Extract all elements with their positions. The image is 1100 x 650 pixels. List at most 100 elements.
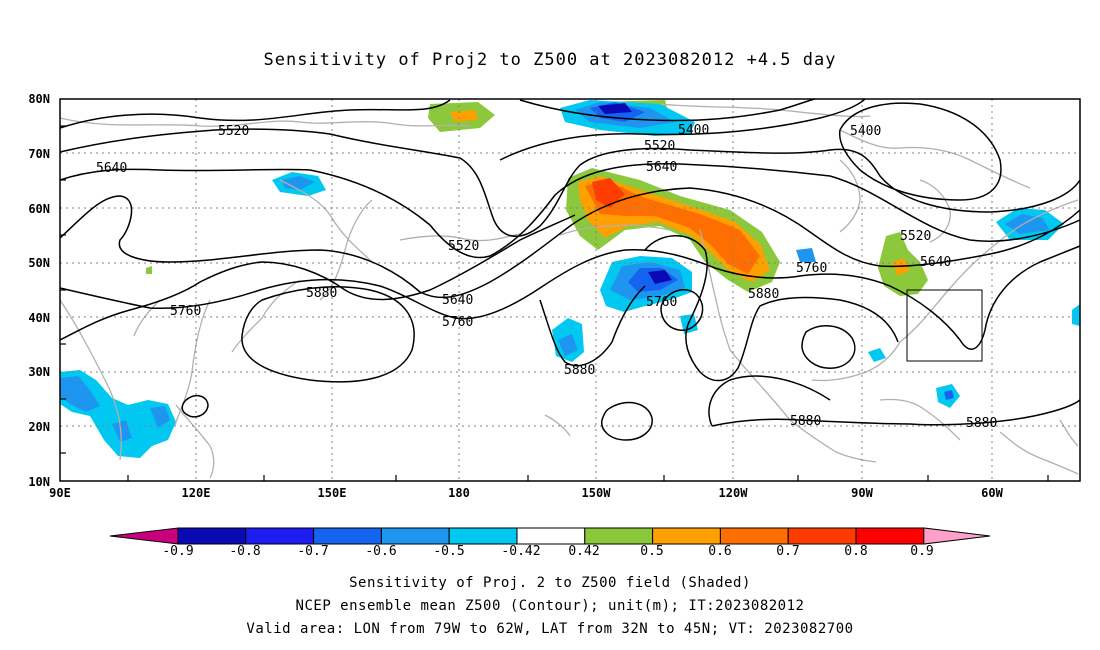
contour-label: 5760: [646, 295, 677, 310]
colorbar-swatch: [584, 527, 654, 545]
colorbar-arrow-low: [109, 527, 179, 545]
colorbar-swatch: [719, 527, 789, 545]
colorbar-swatch: [380, 527, 450, 545]
colorbar-label: 0.7: [776, 544, 800, 559]
contour-label: 5640: [920, 255, 951, 270]
caption-line-3: Valid area: LON from 79W to 62W, LAT fro…: [246, 621, 854, 637]
contour-label: 5880: [748, 287, 779, 302]
shade-negative: [558, 334, 578, 356]
lon-label: 180: [448, 486, 470, 500]
coastline: [319, 199, 373, 301]
shade-positive: [592, 178, 625, 208]
shade-negative: [796, 248, 816, 262]
contour-line: [59, 187, 1081, 299]
coastline: [399, 233, 521, 242]
coastline: [789, 419, 877, 463]
colorbar-label: 0.9: [910, 544, 934, 559]
coastlines: [59, 103, 1079, 479]
coastline: [899, 261, 976, 343]
contour-label: 5880: [306, 286, 337, 301]
coastline: [109, 389, 122, 461]
contour-line: [644, 235, 899, 382]
map-title: Sensitivity of Proj2 to Z500 at 20230820…: [263, 50, 837, 70]
coastline: [1059, 419, 1079, 447]
contour-line: [519, 98, 816, 122]
lon-label: 150W: [581, 486, 611, 500]
colorbar-swatch: [787, 527, 857, 545]
contour-label: 5640: [442, 293, 473, 308]
contour-label: 5880: [564, 363, 595, 378]
lat-label: 80N: [28, 92, 50, 106]
contour-line: [59, 245, 1081, 350]
contour-line: [838, 102, 1002, 201]
contour-label: 5640: [96, 161, 127, 176]
contour-label: 5760: [170, 304, 201, 319]
shade-negative: [868, 348, 886, 362]
coastline: [59, 299, 111, 391]
lon-label: 60W: [981, 486, 1003, 500]
z500-contours: [59, 98, 1081, 441]
colorbar-swatch: [245, 527, 315, 545]
coastline: [175, 404, 215, 479]
lon-label: 150E: [317, 486, 347, 500]
colorbar-label: 0.42: [568, 544, 600, 559]
shade-negative: [150, 406, 170, 428]
coastline: [999, 431, 1079, 475]
lon-label: 120E: [181, 486, 211, 500]
coastline: [231, 279, 301, 353]
lat-label: 30N: [28, 365, 50, 379]
lon-label: 120W: [718, 486, 748, 500]
lon-label: 90W: [851, 486, 873, 500]
contour-label: 5520: [448, 239, 479, 254]
contour-line: [539, 285, 646, 367]
coastline: [879, 398, 961, 441]
shade-positive: [585, 180, 760, 274]
contour-line: [181, 395, 209, 418]
contour-label: 5400: [850, 124, 881, 139]
colorbar-swatch: [652, 527, 721, 545]
colorbar-label: 0.6: [708, 544, 732, 559]
contour-label: 5520: [644, 139, 675, 154]
contour-label: 5760: [796, 261, 827, 276]
coastline: [919, 179, 951, 243]
colorbar-swatch: [516, 527, 586, 545]
lat-label: 40N: [28, 311, 50, 325]
contour-line: [801, 325, 856, 369]
coastline: [974, 199, 1079, 263]
shade-negative: [1072, 304, 1080, 326]
coastline: [544, 414, 571, 437]
lat-label: 70N: [28, 147, 50, 161]
shade-negative: [944, 390, 954, 400]
coastline: [133, 299, 161, 337]
shade-negative: [598, 103, 632, 114]
colorbar-label: 0.5: [640, 544, 664, 559]
lon-label: 90E: [49, 486, 71, 500]
coastline: [699, 229, 731, 351]
shade-positive: [450, 110, 478, 122]
contour-label: 5880: [790, 414, 821, 429]
caption-line-2: NCEP ensemble mean Z500 (Contour); unit(…: [295, 598, 805, 614]
colorbar-swatch: [448, 527, 518, 545]
contour-label: 5520: [900, 229, 931, 244]
lat-label: 20N: [28, 420, 50, 434]
shade-negative: [282, 176, 315, 190]
shade-positive: [146, 266, 152, 274]
contour-line: [59, 99, 451, 129]
shade-negative: [60, 376, 100, 412]
coastline: [279, 179, 373, 263]
contour-line: [711, 399, 1081, 427]
contour-line: [708, 375, 831, 427]
coastline: [811, 341, 901, 382]
colorbar-swatch: [177, 527, 247, 545]
contour-line: [499, 98, 866, 161]
colorbar-label: -0.5: [433, 544, 465, 559]
shade-negative: [648, 270, 672, 284]
contour-label: 5400: [678, 123, 709, 138]
colorbar-label: -0.6: [365, 544, 397, 559]
contour-line: [59, 163, 1081, 259]
caption-line-1: Sensitivity of Proj. 2 to Z500 field (Sh…: [349, 575, 751, 591]
colorbar-label: -0.9: [162, 544, 194, 559]
contour-label: 5640: [646, 160, 677, 175]
colorbar-label: 0.8: [844, 544, 868, 559]
